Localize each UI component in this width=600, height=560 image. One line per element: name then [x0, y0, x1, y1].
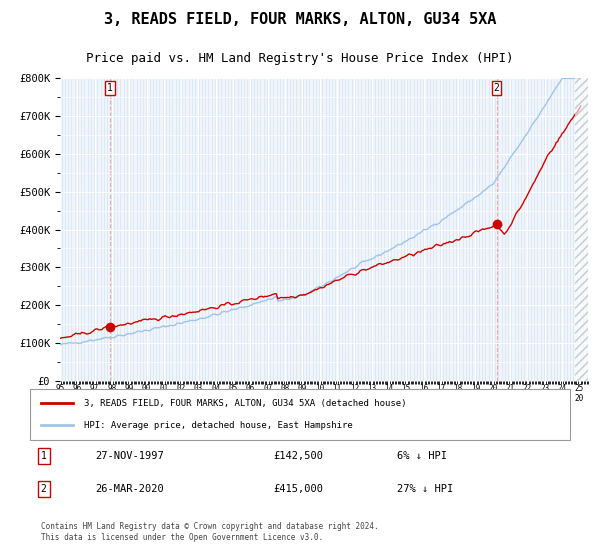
- FancyBboxPatch shape: [30, 389, 570, 440]
- Text: 3, READS FIELD, FOUR MARKS, ALTON, GU34 5XA (detached house): 3, READS FIELD, FOUR MARKS, ALTON, GU34 …: [84, 399, 407, 408]
- Text: Contains HM Land Registry data © Crown copyright and database right 2024.
This d: Contains HM Land Registry data © Crown c…: [41, 522, 379, 542]
- Text: HPI: Average price, detached house, East Hampshire: HPI: Average price, detached house, East…: [84, 421, 353, 430]
- Text: Price paid vs. HM Land Registry's House Price Index (HPI): Price paid vs. HM Land Registry's House …: [86, 52, 514, 66]
- Text: 1: 1: [41, 451, 47, 461]
- Text: 3, READS FIELD, FOUR MARKS, ALTON, GU34 5XA: 3, READS FIELD, FOUR MARKS, ALTON, GU34 …: [104, 12, 496, 27]
- Text: 2: 2: [41, 484, 47, 494]
- Text: 27% ↓ HPI: 27% ↓ HPI: [397, 484, 454, 494]
- Text: 26-MAR-2020: 26-MAR-2020: [95, 484, 164, 494]
- Text: 6% ↓ HPI: 6% ↓ HPI: [397, 451, 447, 461]
- Polygon shape: [575, 78, 588, 381]
- Text: 1: 1: [107, 83, 113, 93]
- Text: £415,000: £415,000: [273, 484, 323, 494]
- Text: 2: 2: [494, 83, 500, 93]
- Text: 27-NOV-1997: 27-NOV-1997: [95, 451, 164, 461]
- Text: £142,500: £142,500: [273, 451, 323, 461]
